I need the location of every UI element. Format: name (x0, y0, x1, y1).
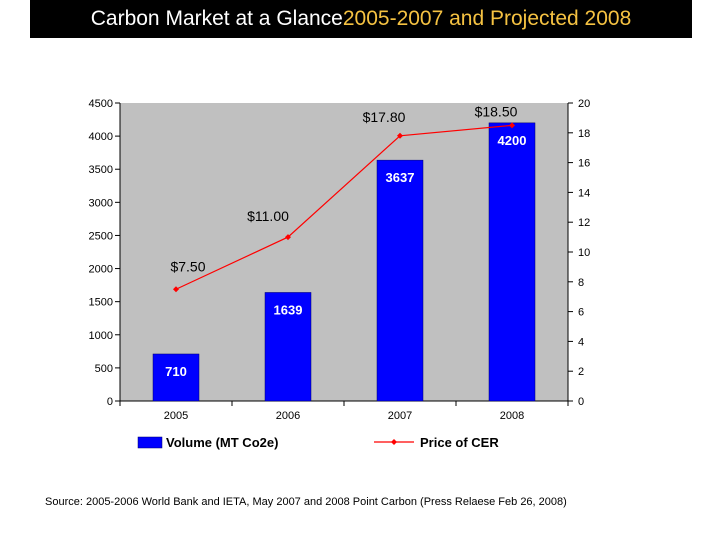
x-tick-label: 2005 (164, 410, 188, 422)
legend-volume-label: Volume (MT Co2e) (166, 435, 278, 450)
y-left-tick-label: 1000 (89, 330, 113, 342)
y-right-tick-label: 16 (578, 158, 590, 170)
y-right-tick-label: 18 (578, 128, 590, 140)
y-left-tick-label: 3000 (89, 197, 113, 209)
y-right-tick-label: 10 (578, 247, 590, 259)
price-point (397, 132, 403, 139)
legend-volume-swatch (137, 436, 163, 449)
x-tick-label: 2008 (500, 410, 524, 422)
y-left-tick-label: 500 (95, 363, 113, 375)
y-left-tick-label: 2000 (89, 264, 113, 276)
bar (264, 292, 312, 402)
y-left-tick-label: 4000 (89, 131, 113, 143)
y-left-tick-label: 1500 (89, 297, 113, 309)
y-right-tick-label: 20 (578, 98, 590, 110)
y-right-tick-label: 4 (578, 336, 584, 348)
source-note: Source: 2005-2006 World Bank and IETA, M… (45, 496, 567, 508)
price-line (175, 124, 513, 290)
legend-price-label: Price of CER (420, 435, 499, 450)
y-right-tick-label: 12 (578, 217, 590, 229)
price-data-label: $7.50 (170, 258, 205, 274)
price-point (173, 286, 179, 293)
bar (376, 159, 424, 402)
y-left-tick-label: 3500 (89, 164, 113, 176)
y-right-tick-label: 6 (578, 307, 584, 319)
price-data-label: $17.80 (363, 109, 406, 125)
bar (488, 122, 536, 402)
price-point (285, 234, 291, 241)
y-right-tick-label: 8 (578, 277, 584, 289)
title-main: Carbon Market at a Glance (90, 7, 343, 30)
x-tick-label: 2006 (276, 410, 300, 422)
price-data-label: $11.00 (247, 208, 289, 224)
y-left-tick-label: 2500 (89, 230, 113, 242)
y-right-tick-label: 2 (578, 366, 584, 378)
title-accent: 2005-2007 and Projected 2008 (342, 7, 632, 30)
bar-data-label: 1639 (274, 302, 303, 317)
x-tick-label: 2007 (388, 410, 412, 422)
y-right-tick-label: 0 (578, 396, 584, 408)
bar (152, 353, 200, 402)
y-left-tick-label: 0 (107, 396, 113, 408)
y-right-tick-label: 14 (578, 187, 590, 199)
bar-data-label: 710 (165, 364, 187, 379)
bar-data-label: 4200 (498, 133, 527, 148)
price-data-label: $18.50 (475, 103, 518, 119)
y-left-tick-label: 4500 (89, 98, 113, 110)
bar-data-label: 3637 (386, 170, 415, 185)
slide-title: Carbon Market at a Glance 2005-2007 and … (30, 0, 692, 38)
price-point (509, 122, 515, 129)
legend-price-marker (391, 439, 397, 445)
